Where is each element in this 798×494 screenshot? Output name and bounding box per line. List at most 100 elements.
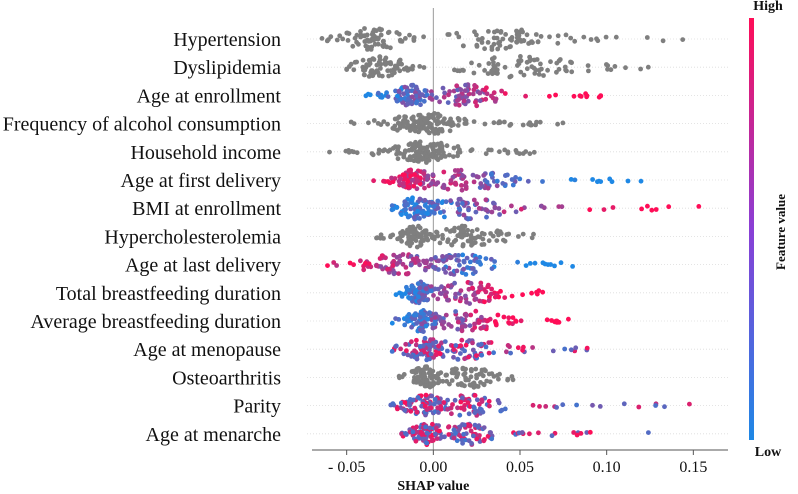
shap-point [510,182,516,188]
shap-point [457,412,463,418]
shap-point [495,312,501,318]
shap-point [466,411,472,417]
shap-point [409,283,415,289]
shap-point [431,355,436,360]
shap-point [536,430,541,436]
shap-point [428,142,434,148]
shap-point [485,318,491,323]
shap-point [556,58,562,64]
shap-point [402,291,408,296]
shap-point [456,196,462,202]
shap-point [531,57,537,63]
shap-point [378,264,384,269]
shap-point [407,296,413,301]
shap-point [486,298,492,303]
shap-point [505,172,510,178]
shap-point [526,41,531,46]
shap-point [471,179,477,185]
shap-point [501,237,506,243]
shap-point [411,379,417,385]
shap-point [412,172,418,178]
shap-point [397,57,403,63]
shap-point [538,61,543,67]
shap-point [497,149,502,155]
feature-label: Hypertension [173,29,281,51]
x-tick-label: 0.10 [593,459,621,476]
shap-point [496,120,501,126]
shap-point [421,349,427,355]
shap-point [473,235,478,241]
shap-point [433,425,439,431]
shap-point [431,293,436,298]
shap-point [447,152,452,158]
shap-point [417,285,423,291]
shap-point [457,262,462,268]
shap-point [427,425,433,431]
shap-point [568,35,574,41]
shap-point [498,288,503,294]
shap-point [518,69,524,75]
shap-point [390,125,396,131]
shap-point [584,345,590,351]
shap-point [550,348,556,354]
x-tick-label: 0.05 [506,459,534,476]
shap-point [417,344,423,349]
shap-point [524,66,530,72]
shap-point [477,254,483,260]
shap-point [432,210,437,216]
colorbar-title: Feature value [773,194,788,270]
shap-point [621,401,627,407]
shap-point [429,393,435,399]
shap-point [429,152,435,158]
shap-point [493,320,499,326]
shap-point [348,119,354,125]
shap-point [470,172,476,178]
shap-point [409,339,414,345]
shap-point [473,209,479,215]
shap-point [537,119,543,125]
shap-point [588,37,594,42]
shap-point [392,63,398,69]
shap-point [430,341,436,346]
shap-point [506,231,512,237]
shap-point [604,62,609,67]
shap-point [492,259,497,264]
shap-point [590,402,595,408]
shap-point [485,71,491,76]
shap-point [354,150,360,156]
shap-point [470,340,475,346]
shap-point [461,212,467,218]
shap-point [446,432,452,437]
shap-point [430,146,436,152]
shap-point [461,224,467,230]
shap-point [463,82,468,88]
shap-point [468,367,474,372]
shap-point [484,179,490,185]
shap-point [421,65,427,70]
shap-point [558,260,564,266]
shap-point [400,261,406,267]
shap-point [477,298,483,304]
shap-point [444,143,450,149]
shap-point [472,325,478,330]
shap-point [400,180,406,186]
shap-point [471,87,477,93]
shap-point [554,318,560,324]
shap-point [462,348,467,354]
shap-point [462,116,468,122]
shap-point [521,38,527,44]
shap-point [459,183,464,188]
x-tick-label: 0.00 [419,459,447,476]
shap-point [375,36,381,42]
shap-point [396,271,401,276]
shap-point [399,61,404,67]
shap-point [381,42,387,47]
shap-point [420,436,425,441]
shap-point [424,357,430,363]
shap-point [507,36,513,42]
shap-point [423,392,429,398]
shap-point [397,290,402,296]
shap-point [509,177,515,182]
shap-point [590,177,595,182]
shap-point [448,271,454,277]
